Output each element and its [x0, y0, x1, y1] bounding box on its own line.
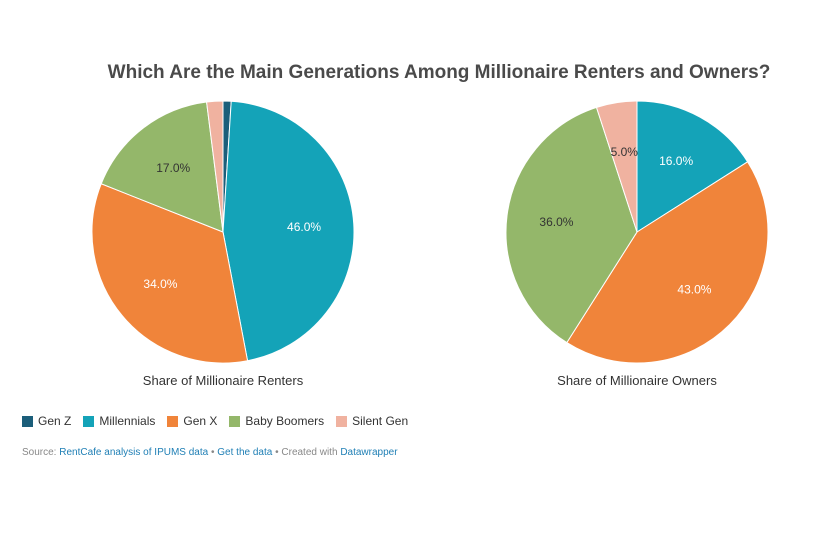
slice-label-millennials: 46.0%: [287, 220, 321, 234]
legend: Gen Z Millennials Gen X Baby Boomers Silent …: [22, 414, 408, 428]
source-line: Source: RentCafe analysis of IPUMS data …: [22, 447, 398, 458]
source-link[interactable]: RentCafe analysis of IPUMS data: [59, 447, 209, 458]
get-data-link[interactable]: Get the data: [217, 447, 273, 458]
pie-caption: Share of Millionaire Owners: [557, 373, 717, 388]
slice-millennials[interactable]: [636, 100, 749, 233]
slice-millennials[interactable]: [222, 100, 355, 362]
legend-swatch: [336, 415, 348, 427]
legend-item-baby-boomers: Baby Boomers: [229, 414, 324, 428]
pie-owners: 16.0% 43.0% 36.0% 5.0% Share of Millionaire …: [505, 100, 769, 388]
chart-title: Which Are the Main Generations Among Mil…: [107, 62, 771, 83]
created-with: • Created with: [272, 447, 341, 458]
slice-label-baby-boomers: 17.0%: [156, 161, 190, 175]
slice-label-baby-boomers: 36.0%: [539, 215, 573, 229]
slice-label-gen-x: 43.0%: [677, 282, 711, 296]
slice-baby-boomers[interactable]: [505, 106, 638, 344]
legend-label: Silent Gen: [352, 414, 409, 428]
slice-silent-gen[interactable]: [595, 100, 638, 233]
slice-baby-boomers[interactable]: [100, 101, 224, 233]
legend-label: Gen X: [183, 414, 218, 428]
legend-swatch: [22, 415, 33, 427]
legend-swatch: [167, 415, 179, 427]
slice-label-silent-gen: 5.0%: [611, 145, 639, 159]
legend-label: Gen Z: [38, 414, 72, 428]
datawrapper-link[interactable]: Datawrapper: [340, 447, 398, 458]
pie-caption: Share of Millionaire Renters: [143, 373, 304, 388]
separator: •: [208, 447, 218, 458]
legend-swatch: [83, 415, 95, 427]
pie-renters: 46.0% 34.0% 17.0% Share of Millionaire Rent…: [91, 100, 355, 388]
legend-swatch: [229, 415, 241, 427]
slice-label-gen-x: 34.0%: [143, 277, 177, 291]
legend-label: Millennials: [99, 414, 156, 428]
slice-gen-x[interactable]: [566, 161, 769, 364]
legend-item-silent-gen: Silent Gen: [336, 414, 408, 428]
slice-gen-x[interactable]: [91, 183, 249, 364]
legend-item-gen-x: Gen X: [167, 414, 217, 428]
source-prefix: Source:: [22, 447, 60, 458]
legend-label: Baby Boomers: [245, 414, 325, 428]
legend-item-millennials: Millennials: [83, 414, 155, 428]
slice-silent-gen[interactable]: [206, 100, 224, 233]
slice-label-millennials: 16.0%: [659, 154, 693, 168]
legend-item-gen-z: Gen Z: [22, 414, 71, 428]
pie-charts: 46.0% 34.0% 17.0% Share of Millionaire Rent…: [91, 100, 769, 388]
